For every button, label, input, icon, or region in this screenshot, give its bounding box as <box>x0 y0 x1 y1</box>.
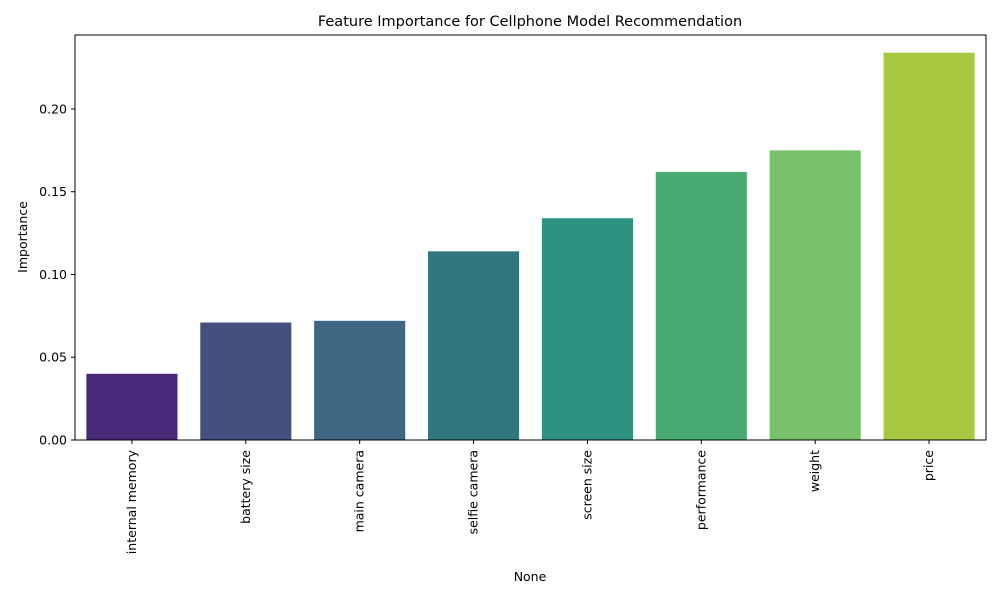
x-tick-label: main camera <box>352 450 367 532</box>
x-tick-label: internal memory <box>124 449 139 554</box>
x-axis-label: None <box>514 569 547 584</box>
x-tick-label: weight <box>807 450 822 492</box>
chart-title: Feature Importance for Cellphone Model R… <box>318 14 742 30</box>
plot-frame <box>74 34 987 441</box>
bar-main-camera <box>314 320 406 440</box>
bar-battery-size <box>200 322 292 440</box>
x-axis-ticks: internal memory battery size main camera se… <box>124 440 936 554</box>
x-tick-label: battery size <box>238 450 253 524</box>
y-tick-label: 0.00 <box>39 433 67 448</box>
y-tick-label: 0.20 <box>39 101 67 116</box>
y-axis-ticks: 0.00 0.05 0.10 0.15 0.20 <box>39 101 75 448</box>
y-tick-label: 0.15 <box>39 184 67 199</box>
bar-price <box>883 52 975 440</box>
bars-group <box>86 52 975 440</box>
bar-selfie-camera <box>428 251 520 440</box>
bar-performance <box>655 171 747 440</box>
y-tick-label: 0.10 <box>39 267 67 282</box>
bar-weight <box>769 150 861 440</box>
y-axis-label: Importance <box>15 201 30 273</box>
x-tick-label: performance <box>693 450 708 530</box>
x-tick-label: selfie camera <box>466 450 481 534</box>
x-tick-label: price <box>921 450 936 481</box>
x-tick-label: screen size <box>579 450 594 520</box>
bar-internal-memory <box>86 373 178 440</box>
y-tick-label: 0.05 <box>39 350 67 365</box>
bar-screen-size <box>541 218 633 440</box>
